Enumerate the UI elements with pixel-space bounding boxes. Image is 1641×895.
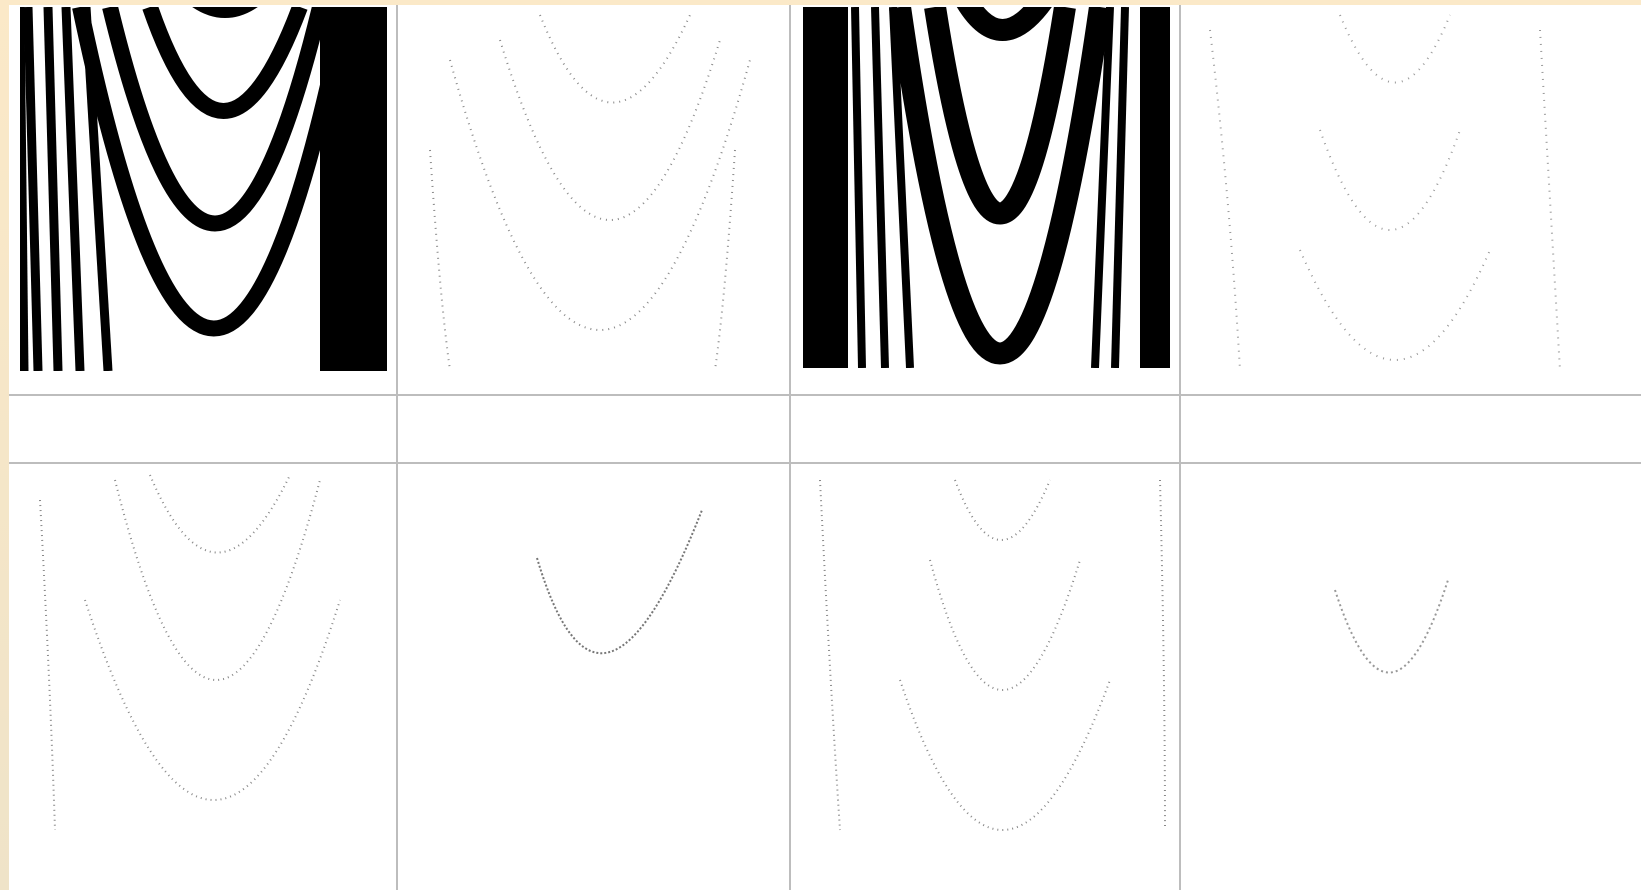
fringe-image <box>20 0 387 371</box>
top-strip <box>0 0 1641 5</box>
left-strip <box>0 0 9 890</box>
fringe-image <box>803 0 1170 368</box>
slide <box>0 0 1641 890</box>
